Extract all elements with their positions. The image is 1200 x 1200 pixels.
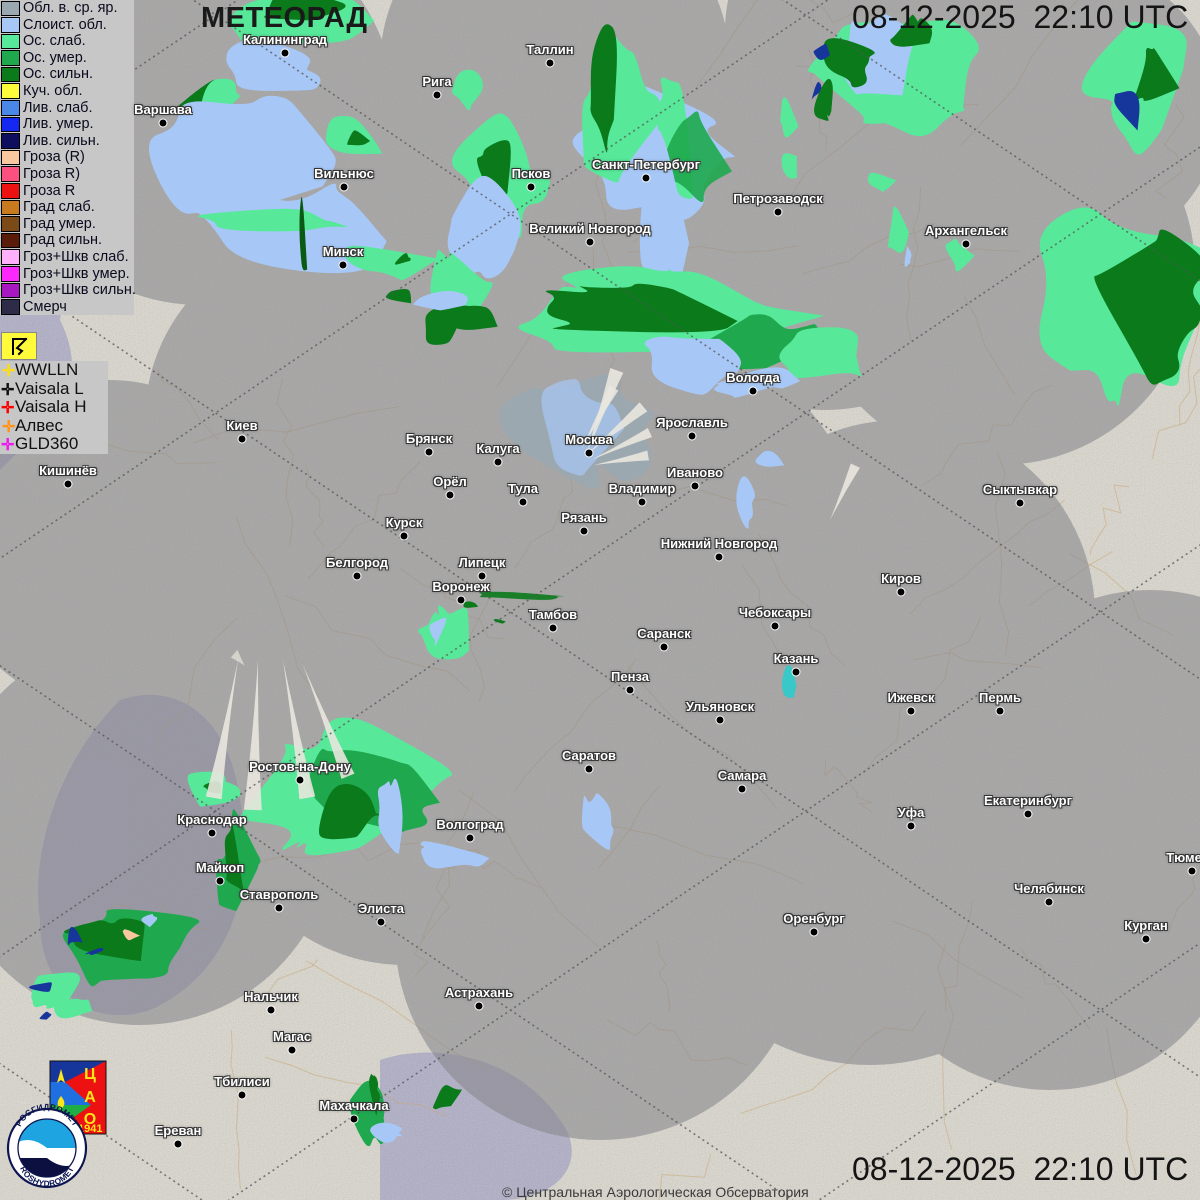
svg-text:А: А (84, 1089, 96, 1106)
svg-text:Ц: Ц (84, 1066, 96, 1083)
